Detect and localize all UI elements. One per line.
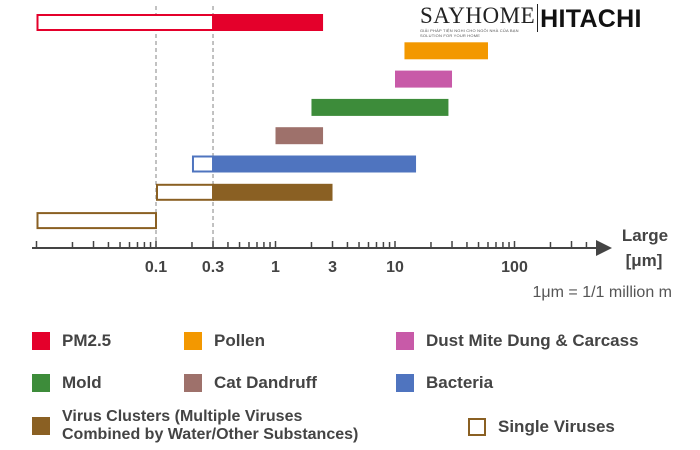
legend-swatch-pollen	[184, 332, 202, 350]
logo-divider	[537, 4, 539, 32]
x-tick-label: 0.3	[202, 259, 224, 276]
hitachi-logo-text: HITACHI	[540, 5, 642, 33]
unit-note: 1μm = 1/1 million m	[533, 284, 672, 301]
sayhome-logo-text: SAYHOME	[420, 3, 536, 28]
legend-label-single-viruses: Single Viruses	[498, 417, 615, 436]
bar-mold	[311, 98, 449, 116]
legend-label-mold: Mold	[62, 373, 102, 392]
bar-bacteria	[213, 155, 417, 173]
x-tick-label: 100	[501, 259, 528, 276]
size-range-chart: 0.1 0.3 1 3 10 100 Large [μm] 1μm = 1/1 million …	[32, 6, 672, 301]
legend-item-dust-mite: Dust Mite Dung & Carcass	[396, 331, 639, 351]
legend-swatch-mold	[32, 374, 50, 392]
bar-dust-mite-dung-carcass	[395, 70, 453, 88]
bar-hollow-bacteria	[191, 155, 215, 173]
bar-pollen	[404, 42, 488, 60]
legend-label-dust-mite: Dust Mite Dung & Carcass	[426, 331, 639, 350]
legend-item-virus-clusters: Virus Clusters (Multiple Viruses Combine…	[32, 408, 358, 444]
legend-item-bacteria: Bacteria	[396, 373, 493, 393]
bar-hollow-pm2-5	[36, 14, 215, 31]
legend-swatch-single-viruses	[468, 418, 486, 436]
legend-item-pm25: PM2.5	[32, 331, 111, 351]
legend-label-pm25: PM2.5	[62, 331, 112, 350]
x-tick-label: 1	[271, 259, 280, 276]
legend-swatch-virus-clusters	[32, 417, 50, 435]
bar-cat-dandruff	[275, 127, 324, 145]
legend-swatch-cat-dandruff	[184, 374, 202, 392]
sayhome-tagline-en: SOLUTION FOR YOUR HOME	[420, 33, 481, 38]
bar-virus-clusters	[213, 183, 333, 201]
bar-hollow-virus-clusters	[156, 183, 215, 201]
bar-hollow-single-viruses	[36, 212, 157, 230]
sayhome-tagline: GIẢI PHÁP TIỆN NGHI CHO NGÔI NHÀ CỦA BẠN	[420, 28, 519, 33]
legend-swatch-bacteria	[396, 374, 414, 392]
x-tick-label: 10	[386, 259, 404, 276]
legend-label-cat-dandruff: Cat Dandruff	[214, 373, 317, 392]
legend-label-bacteria: Bacteria	[426, 373, 494, 392]
legend-item-single-viruses: Single Viruses	[468, 417, 615, 437]
x-axis-label-unit: [μm]	[626, 251, 663, 270]
bar-pm2-5	[213, 14, 324, 31]
sayhome-hitachi-logo: SAYHOME GIẢI PHÁP TIỆN NGHI CHO NGÔI NHÀ…	[420, 3, 642, 39]
legend-swatch-pm25	[32, 332, 50, 350]
legend-item-pollen: Pollen	[184, 331, 265, 351]
legend-item-cat-dandruff: Cat Dandruff	[184, 373, 317, 393]
legend-item-mold: Mold	[32, 373, 102, 393]
x-axis-arrow-icon	[596, 240, 612, 256]
legend-swatch-dust-mite	[396, 332, 414, 350]
x-tick-label: 3	[328, 259, 337, 276]
legend-label-pollen: Pollen	[214, 331, 266, 350]
legend-label-virus-clusters-line1: Virus Clusters (Multiple Viruses	[62, 408, 303, 425]
x-tick-label: 0.1	[145, 259, 167, 276]
legend-label-virus-clusters-line2: Combined by Water/Other Substances)	[62, 426, 359, 443]
x-axis-label-large: Large	[622, 226, 668, 245]
